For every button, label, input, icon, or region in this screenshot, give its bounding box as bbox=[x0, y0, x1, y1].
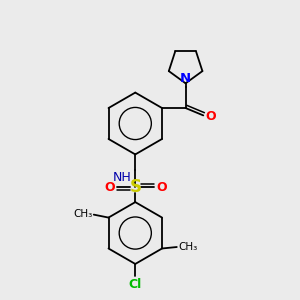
Text: CH₃: CH₃ bbox=[73, 209, 92, 219]
Text: Cl: Cl bbox=[129, 278, 142, 291]
Text: O: O bbox=[156, 181, 166, 194]
Text: S: S bbox=[129, 178, 141, 196]
Text: NH: NH bbox=[113, 171, 132, 184]
Text: CH₃: CH₃ bbox=[178, 242, 197, 252]
Text: O: O bbox=[104, 181, 115, 194]
Text: O: O bbox=[205, 110, 216, 123]
Text: N: N bbox=[180, 72, 191, 85]
